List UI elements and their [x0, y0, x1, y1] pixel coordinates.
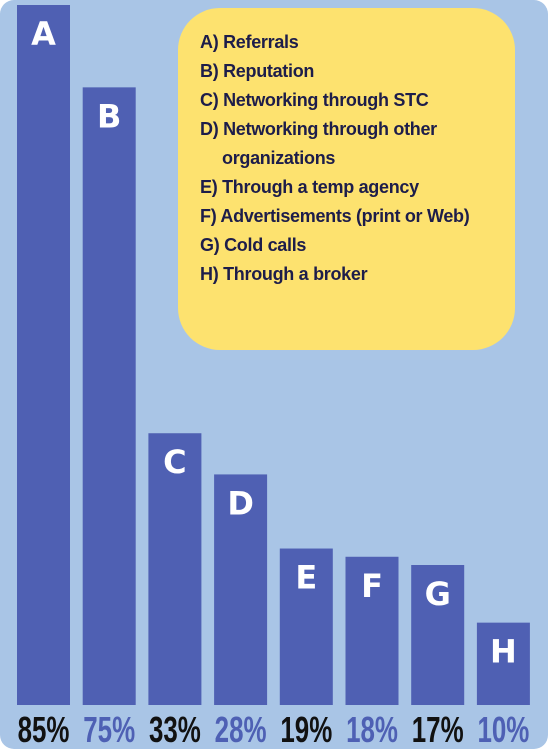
- bar-letter: B: [97, 97, 121, 135]
- value-label: 17%: [412, 710, 464, 749]
- legend-entry: H) Through a broker: [200, 264, 368, 284]
- bar-letter: A: [31, 15, 56, 53]
- bar-letter: G: [425, 575, 451, 613]
- bar-letter: F: [361, 567, 383, 605]
- legend-entry: B) Reputation: [200, 61, 315, 81]
- bar: [476, 622, 530, 705]
- bar: [148, 433, 202, 705]
- legend-entry: C) Networking through STC: [200, 90, 429, 110]
- legend: A) Referrals B) Reputation C) Networking t…: [178, 8, 515, 350]
- bar: [17, 5, 70, 705]
- bar-letter: H: [490, 633, 517, 671]
- value-label: 28%: [215, 710, 267, 749]
- value-label: 19%: [280, 710, 332, 749]
- value-label: 10%: [477, 710, 529, 749]
- bar: [411, 565, 465, 705]
- bar-letter: C: [163, 443, 186, 481]
- bar: [214, 474, 268, 705]
- value-label: 18%: [346, 710, 398, 749]
- value-label: 85%: [18, 710, 70, 749]
- legend-entry: D) Networking through other organization…: [200, 119, 437, 168]
- bar: [345, 556, 399, 705]
- bar: [82, 87, 136, 705]
- legend-entry: E) Through a temp agency: [200, 177, 419, 197]
- bar-letter: D: [227, 484, 254, 522]
- value-label: 33%: [149, 710, 201, 749]
- bar: [279, 548, 333, 705]
- legend-entry: G) Cold calls: [200, 235, 307, 255]
- legend-entry: F) Advertisements (print or Web): [200, 206, 470, 226]
- bar-letter: E: [295, 559, 317, 597]
- value-label: 75%: [83, 710, 135, 749]
- legend-entry: A) Referrals: [200, 32, 299, 52]
